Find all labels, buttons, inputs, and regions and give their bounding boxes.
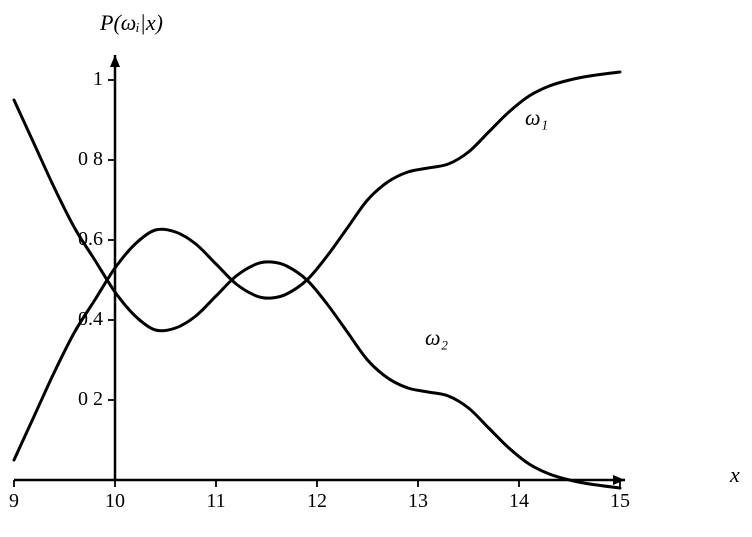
y-axis-arrow: [110, 55, 120, 67]
x-tick-label: 9: [0, 490, 29, 513]
series-label-omega2: ω₂: [425, 325, 448, 351]
series-label-omega1: ω₁: [525, 105, 548, 131]
y-tick-label: 0.4: [78, 308, 103, 331]
x-axis-title: x: [730, 462, 740, 488]
y-tick-label: 1: [93, 68, 103, 91]
y-axis-title: P(ωᵢ|x): [100, 10, 163, 36]
posterior-probability-chart: P(ωᵢ|x) x ω₁ ω₂ 9 10 11 12 13 14 15 0 2 0.4 0.6 0 …: [0, 0, 752, 537]
x-tick-label: 14: [504, 490, 534, 513]
series-omega2: [14, 100, 620, 488]
x-tick-label: 10: [100, 490, 130, 513]
chart-svg: [0, 0, 752, 537]
x-tick-label: 15: [605, 490, 635, 513]
x-tick-label: 12: [302, 490, 332, 513]
x-axis-arrow: [613, 475, 625, 485]
x-tick-label: 11: [201, 490, 231, 513]
x-tick-label: 13: [403, 490, 433, 513]
y-tick-label: 0 8: [78, 148, 103, 171]
y-tick-label: 0 2: [78, 388, 103, 411]
y-tick-label: 0.6: [78, 228, 103, 251]
